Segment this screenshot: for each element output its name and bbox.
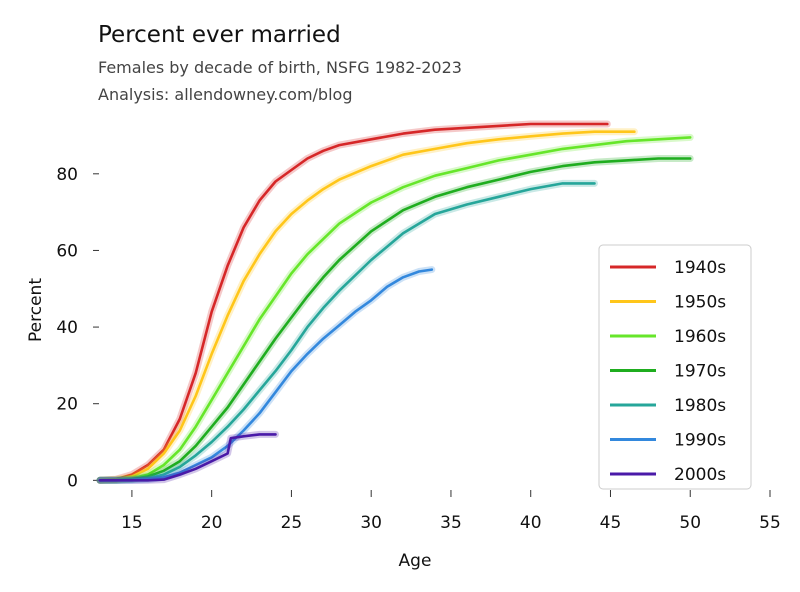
x-tick-label: 15 — [121, 513, 143, 533]
legend-label-1950s: 1950s — [674, 293, 726, 313]
y-axis-label: Percent — [26, 278, 46, 342]
legend-label-1970s: 1970s — [674, 362, 726, 382]
series-line-2000s — [98, 433, 277, 482]
legend-label-2000s: 2000s — [674, 465, 726, 485]
series-line-1990s — [98, 268, 434, 482]
y-tick-label: 80 — [56, 165, 78, 185]
legend-label-1960s: 1960s — [674, 327, 726, 347]
x-tick-label: 50 — [679, 513, 701, 533]
x-tick-label: 40 — [520, 513, 542, 533]
legend-label-1980s: 1980s — [674, 396, 726, 416]
y-tick-label: 20 — [56, 395, 78, 415]
chart-subtitle: Females by decade of birth, NSFG 1982-20… — [98, 58, 462, 77]
y-tick-label: 0 — [67, 471, 78, 491]
y-tick-label: 60 — [56, 241, 78, 261]
x-tick-label: 20 — [201, 513, 223, 533]
series-band-1990s — [96, 266, 436, 484]
series-line-1980s — [98, 182, 596, 482]
legend-label-1940s: 1940s — [674, 258, 726, 278]
chart-title: Percent ever married — [98, 22, 341, 48]
series-line-1950s — [98, 130, 636, 482]
legend-box — [598, 244, 752, 490]
legend-label-1990s: 1990s — [674, 431, 726, 451]
x-tick-label: 55 — [759, 513, 781, 533]
x-axis-label: Age — [399, 551, 432, 571]
x-tick-label: 45 — [600, 513, 622, 533]
series-line-1940s — [98, 122, 609, 482]
x-tick-label: 35 — [440, 513, 462, 533]
x-tick-label: 25 — [281, 513, 303, 533]
y-tick-label: 40 — [56, 318, 78, 338]
chart-credit: Analysis: allendowney.com/blog — [98, 85, 353, 104]
series-line-1960s — [98, 136, 692, 482]
x-tick-label: 30 — [360, 513, 382, 533]
series-line-1970s — [98, 157, 692, 482]
